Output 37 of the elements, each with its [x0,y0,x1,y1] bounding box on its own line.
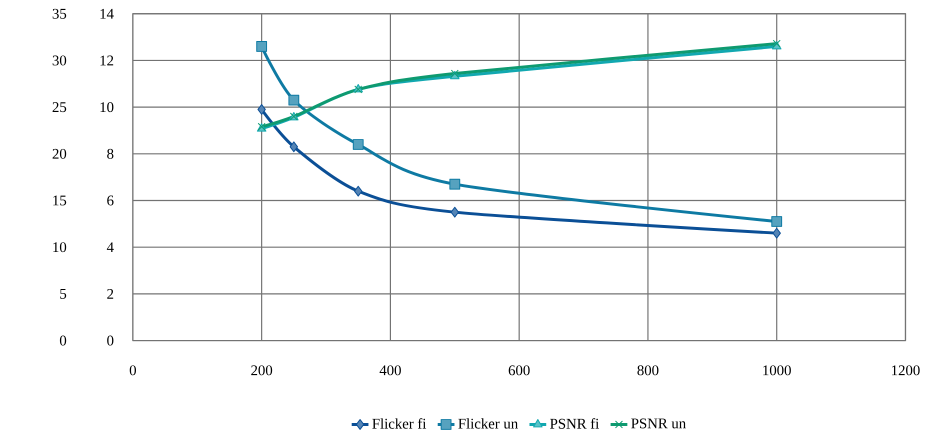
y-tick-label: 15 [53,196,66,206]
y-tick-label: 5 [60,288,66,299]
x-tick-label: 1200 [892,365,920,376]
y2-tick-label: 10 [100,102,114,112]
y2-tick-label: 4 [106,242,114,252]
legend-label: Flicker un [458,418,518,429]
x-tick-label: 1000 [763,365,791,376]
x-tick-label: 400 [380,365,401,376]
point [352,139,364,150]
x-tick-label: 200 [251,365,272,376]
y2-tick-label: 14 [100,8,114,19]
point [449,178,460,190]
y2-tick-label: 8 [107,148,114,159]
point [354,186,362,197]
y2-tick-label: 0 [107,336,114,346]
y-tick-label: 25 [52,102,66,112]
point [450,206,459,218]
y2-tick-label: 6 [107,196,114,206]
y-tick-label: 35 [52,8,66,19]
x-tick-label: 800 [637,365,658,376]
x-tick-label: 0 [130,365,136,376]
y2-tick-label: 12 [100,56,114,66]
y-tick-label: 20 [52,148,66,159]
legend-label: PSNR un [631,418,686,428]
point [771,216,782,227]
y-tick-label: 0 [60,336,66,346]
legend-label: PSNR fi [550,418,599,429]
legend-label: Flicker fi [372,418,426,429]
point [257,104,266,115]
point [288,94,300,106]
point [290,141,298,152]
x-tick-label: 600 [508,365,530,376]
y2-tick-label: 2 [107,289,114,299]
y-tick-label: 10 [53,242,66,252]
point [772,228,781,239]
point [256,41,268,52]
y-tick-label: 30 [52,56,66,66]
